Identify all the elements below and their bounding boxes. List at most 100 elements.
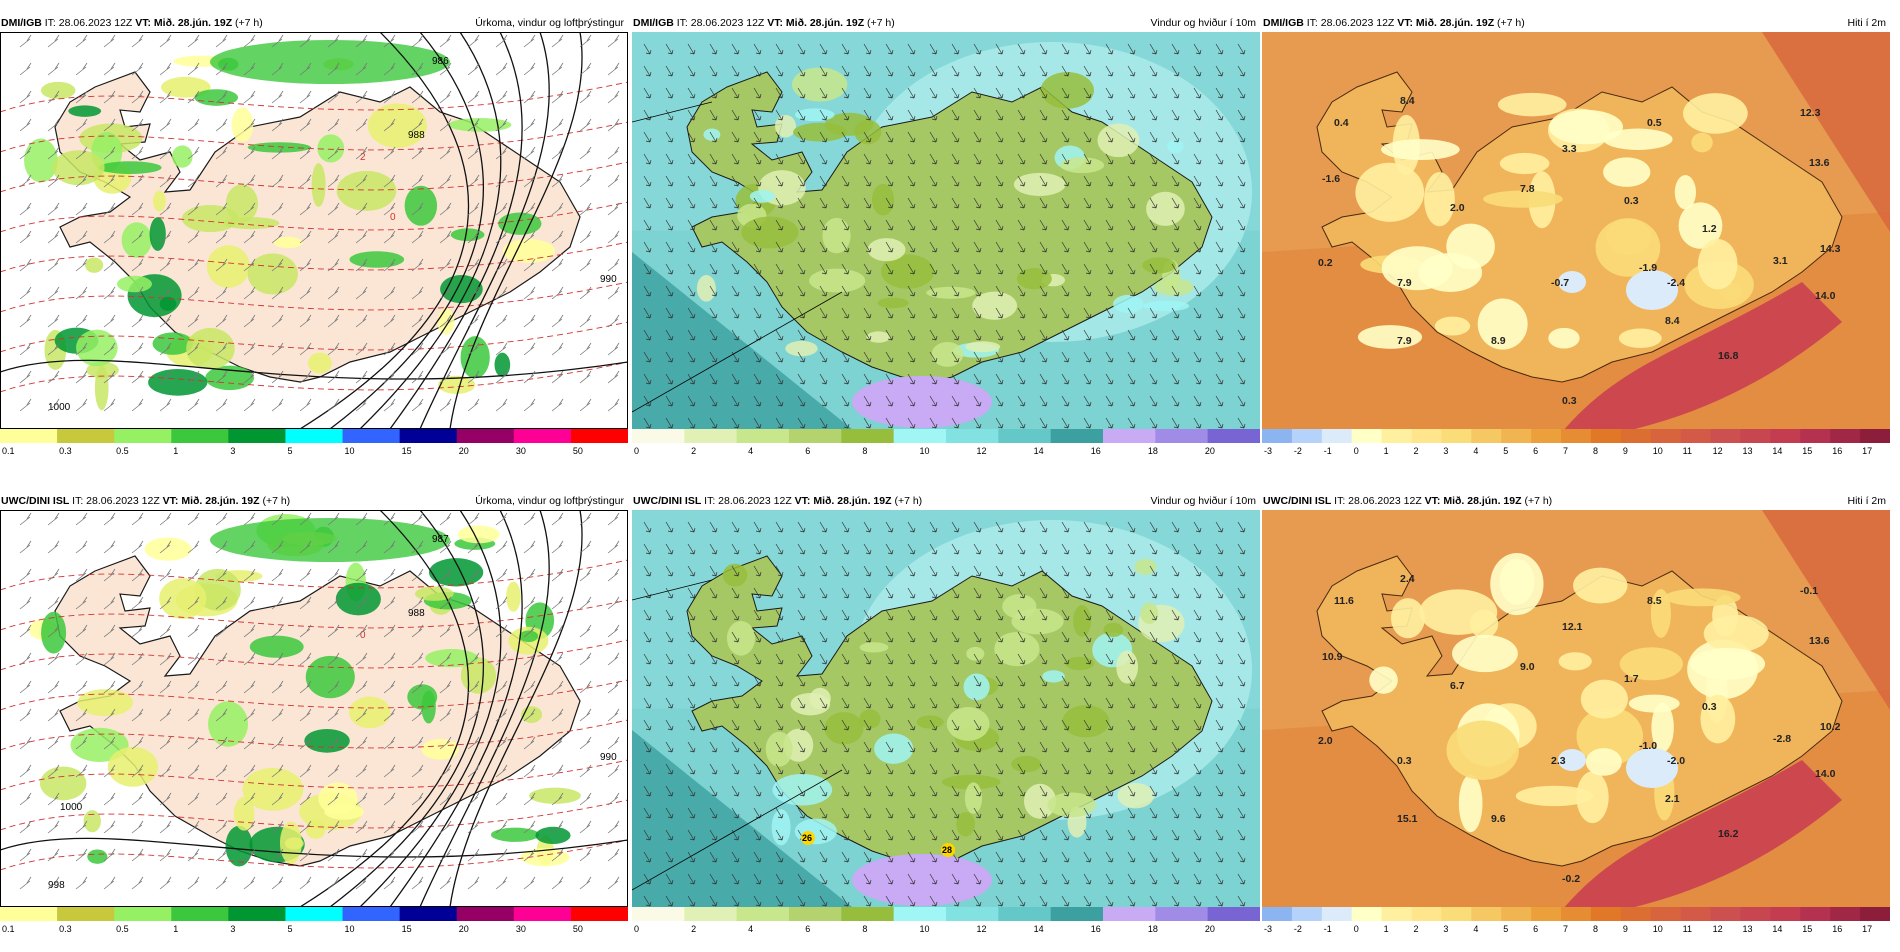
wind-arrow xyxy=(643,697,652,709)
wind-arrow xyxy=(1127,763,1136,775)
wind-arrow xyxy=(995,395,1004,407)
wind-barb xyxy=(299,90,312,104)
wind-barb xyxy=(19,90,32,104)
wind-arrow xyxy=(709,807,718,819)
wind-barb xyxy=(411,652,424,666)
wind-arrow xyxy=(731,829,740,841)
wind-barb xyxy=(19,764,32,778)
wind-barb xyxy=(75,736,88,750)
wind-arrow xyxy=(1017,873,1026,885)
wind-arrow xyxy=(1017,219,1026,231)
wind-arrow xyxy=(951,807,960,819)
wind-arrow xyxy=(775,565,784,577)
wind-barb xyxy=(19,314,32,328)
precip-area xyxy=(247,253,298,295)
wind-arrow xyxy=(1127,719,1136,731)
wind-arrow xyxy=(643,219,652,231)
warm-area xyxy=(1564,760,1842,907)
wind-arrow xyxy=(907,351,916,363)
wind-arrow xyxy=(1127,675,1136,687)
wind-arrow xyxy=(1171,351,1180,363)
wind-arrow xyxy=(1061,895,1070,907)
wind-barb xyxy=(355,34,368,48)
wind-arrow xyxy=(1017,131,1026,143)
wind-barb xyxy=(215,174,228,188)
wind-arrow xyxy=(797,741,806,753)
wind-barb xyxy=(579,258,592,272)
wind-barb xyxy=(19,820,32,834)
wind-arrow xyxy=(643,895,652,907)
wind-arrow xyxy=(665,653,674,665)
wind-barb xyxy=(271,568,284,582)
wind-arrow xyxy=(973,851,982,863)
wind-arrow xyxy=(1061,307,1070,319)
wind-arrow xyxy=(1017,329,1026,341)
legend-tick-label: 12 xyxy=(977,446,987,456)
glacier-area xyxy=(1558,749,1586,771)
temperature-value: 1.2 xyxy=(1702,223,1717,235)
wind-arrow xyxy=(1039,631,1048,643)
wind-arrow xyxy=(1039,417,1048,429)
wind-arrow xyxy=(951,219,960,231)
wind-arrow xyxy=(1105,43,1114,55)
wind-arrow xyxy=(1061,65,1070,77)
wind-barb xyxy=(271,736,284,750)
wind-arrow xyxy=(1061,395,1070,407)
wind-barb xyxy=(467,848,480,862)
temp-area xyxy=(1446,720,1519,780)
wind-arrow xyxy=(841,153,850,165)
temp-area xyxy=(1477,298,1528,350)
isobar-label: 988 xyxy=(408,130,425,141)
wind-arrow xyxy=(863,285,872,297)
wind-barb xyxy=(551,708,564,722)
wind-arrow xyxy=(995,653,1004,665)
wind-barb xyxy=(271,624,284,638)
wind-barb xyxy=(159,146,172,160)
map-frame xyxy=(0,510,628,907)
wind-barb xyxy=(187,62,200,76)
wind-arrow xyxy=(643,653,652,665)
wind-arrow xyxy=(1039,895,1048,907)
wind-arrow xyxy=(1149,631,1158,643)
wind-arrow xyxy=(1171,785,1180,797)
wind-barb xyxy=(187,34,200,48)
wind-arrow xyxy=(643,631,652,643)
wind-arrow xyxy=(1017,153,1026,165)
legend-swatch xyxy=(1650,429,1682,443)
wind-arrow xyxy=(643,65,652,77)
wind-barb xyxy=(299,652,312,666)
wind-arrow xyxy=(1215,587,1224,599)
wind-arrow xyxy=(819,675,828,687)
wind-arrow xyxy=(841,763,850,775)
wind-arrow xyxy=(995,719,1004,731)
wind-arrow xyxy=(907,609,916,621)
wind-barb xyxy=(411,512,424,526)
legend-tick-label: 5 xyxy=(287,446,292,456)
wind-barb xyxy=(551,90,564,104)
legend-swatch xyxy=(456,907,515,921)
wind-arrow xyxy=(1105,741,1114,753)
wind-barb xyxy=(103,876,116,890)
wind-speed-area xyxy=(956,811,975,837)
legend-tick-label: 6 xyxy=(1533,924,1538,934)
wind-arrow xyxy=(1061,285,1070,297)
wind-arrow xyxy=(885,807,894,819)
legend-tick-label: 0.3 xyxy=(59,924,72,934)
legend-swatch xyxy=(1103,429,1156,443)
wind-arrow xyxy=(1127,785,1136,797)
precip-area xyxy=(304,728,350,753)
wind-arrow xyxy=(885,851,894,863)
wind-arrow xyxy=(775,521,784,533)
legend-swatch xyxy=(1531,429,1562,443)
wind-arrow xyxy=(973,763,982,775)
wind-arrow xyxy=(1171,741,1180,753)
wind-arrow xyxy=(907,241,916,253)
wind-arrow xyxy=(819,543,828,555)
wind-arrow xyxy=(1171,609,1180,621)
wind-arrow xyxy=(973,719,982,731)
wind-arrow xyxy=(1237,329,1246,341)
isobar-line xyxy=(419,510,550,907)
wind-arrow xyxy=(1061,263,1070,275)
wind-barb xyxy=(607,174,620,188)
wind-barb xyxy=(551,34,564,48)
